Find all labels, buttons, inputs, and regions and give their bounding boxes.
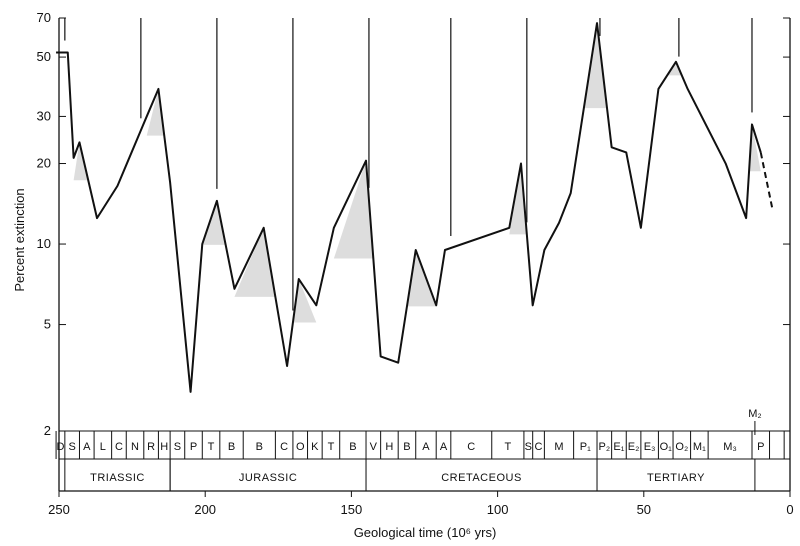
- stage-label: A: [83, 441, 91, 453]
- extinction-line: [56, 22, 762, 393]
- stage-label: K: [311, 441, 319, 453]
- period-label: TERTIARY: [647, 472, 705, 484]
- stage-label: C: [115, 441, 123, 453]
- y-tick-label: 70: [37, 10, 51, 25]
- x-tick-label: 0: [786, 502, 793, 517]
- x-tick-label: 200: [194, 502, 216, 517]
- stage-label: C: [280, 441, 288, 453]
- period-label: CRETACEOUS: [441, 472, 522, 484]
- stage-label: O₂: [675, 441, 688, 453]
- stage-label: S: [68, 441, 75, 453]
- stage-label: P₁: [580, 441, 591, 453]
- extinction-line-dashed: [759, 152, 774, 210]
- stage-label: O: [296, 441, 305, 453]
- stage-label: E₃: [644, 441, 656, 453]
- stage-label: T: [504, 441, 511, 453]
- x-tick-label: 250: [48, 502, 70, 517]
- stage-label: B: [349, 441, 356, 453]
- stage-label: T: [208, 441, 215, 453]
- stage-label: B: [256, 441, 263, 453]
- y-tick-label: 2: [44, 423, 51, 438]
- y-tick-label: 10: [37, 236, 51, 251]
- y-tick-label: 50: [37, 49, 51, 64]
- stage-label: H: [385, 441, 393, 453]
- stage-label: H: [160, 441, 168, 453]
- stage-label: C: [467, 441, 475, 453]
- stage-label: B: [403, 441, 410, 453]
- stage-label: M₃: [723, 441, 737, 453]
- peak-shading: [73, 23, 761, 323]
- stage-label: R: [147, 441, 155, 453]
- stage-label: C: [535, 441, 543, 453]
- y-tick-label: 5: [44, 317, 51, 332]
- period-label: JURASSIC: [239, 472, 297, 484]
- stage-label: S: [525, 441, 532, 453]
- stage-label: P: [190, 441, 197, 453]
- stage-label: T: [328, 441, 335, 453]
- x-tick-label: 100: [487, 502, 509, 517]
- stage-label: E₁: [613, 441, 624, 453]
- stage-label: A: [440, 441, 448, 453]
- x-tick-label: 50: [637, 502, 651, 517]
- stage-label: P₂: [599, 441, 611, 453]
- stage-label: M: [554, 441, 563, 453]
- stage-label: N: [131, 441, 139, 453]
- stage-label: D: [56, 441, 64, 453]
- stage-label: E₂: [628, 441, 640, 453]
- x-tick-label: 150: [341, 502, 363, 517]
- stage-label: O₁: [660, 441, 673, 453]
- x-axis-title: Geological time (10⁶ yrs): [354, 525, 497, 540]
- y-tick-label: 30: [37, 108, 51, 123]
- stage-label-extra: M₂: [748, 408, 761, 420]
- stage-label: L: [100, 441, 106, 453]
- stage-label: V: [370, 441, 378, 453]
- stage-label: A: [422, 441, 430, 453]
- stage-label: S: [174, 441, 181, 453]
- period-label: TRIASSIC: [90, 472, 145, 484]
- stage-label: B: [228, 441, 235, 453]
- stage-label: M₁: [693, 441, 706, 453]
- stage-label: P: [757, 441, 764, 453]
- y-axis-title: Percent extinction: [12, 188, 27, 291]
- y-tick-label: 20: [37, 156, 51, 171]
